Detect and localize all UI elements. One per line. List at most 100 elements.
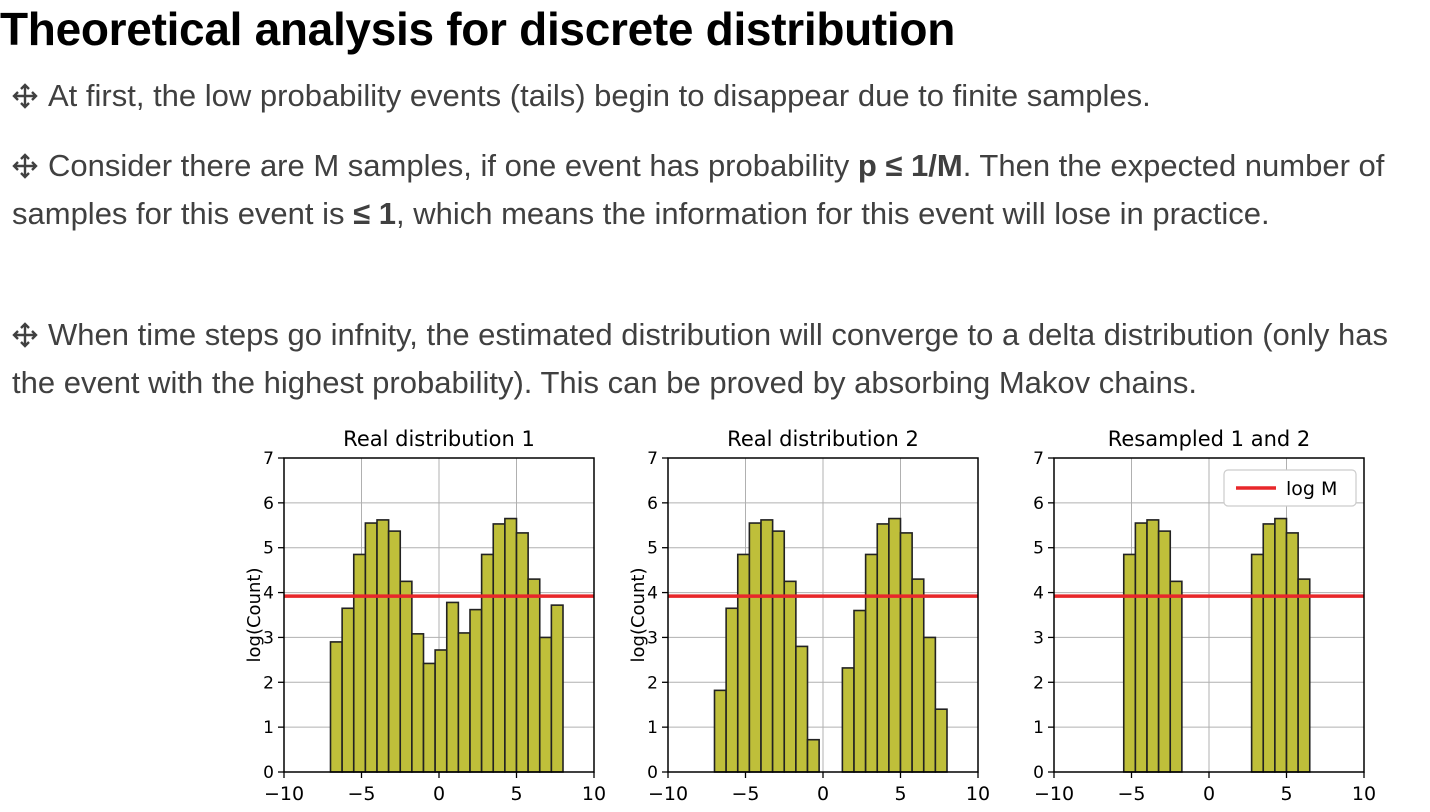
histogram-bar xyxy=(841,667,855,773)
legend: log M xyxy=(1223,469,1357,507)
histogram-bar xyxy=(1285,532,1299,773)
y-tick-label: 2 xyxy=(263,673,274,693)
y-tick-label: 7 xyxy=(1033,449,1044,469)
x-tick-label: −10 xyxy=(648,783,688,805)
bullet-3-text: When time steps go infnity, the estimate… xyxy=(12,317,1388,400)
bullet-2: Consider there are M samples, if one eve… xyxy=(12,142,1412,238)
bullet-2-bold-a: p ≤ 1/M xyxy=(857,148,963,183)
x-tick-label: 10 xyxy=(966,783,990,805)
histogram-bar xyxy=(899,532,913,773)
y-tick-label: 6 xyxy=(1033,494,1044,514)
histogram-bar xyxy=(387,530,402,773)
histogram-chart-real-1: Real distribution 1 −10 −5 0 5 10 0 1 2 3 4 5 6 7 log(… xyxy=(244,427,606,805)
y-tick-label: 3 xyxy=(647,628,658,648)
histogram-bar xyxy=(480,553,495,773)
slide-title: Theoretical analysis for discrete distri… xyxy=(0,3,956,55)
y-tick-label: 4 xyxy=(647,584,658,604)
bullet-1: At first, the low probability events (ta… xyxy=(12,72,1412,120)
x-tick-label: 0 xyxy=(1203,783,1215,805)
histogram-bar xyxy=(1122,553,1137,773)
histogram-bar xyxy=(864,553,879,773)
x-tick-label: −10 xyxy=(1034,783,1074,805)
y-tick-label: 2 xyxy=(647,673,658,693)
x-tick-label: 10 xyxy=(582,783,606,805)
y-tick-label: 1 xyxy=(1033,718,1044,738)
bullet-cross-icon xyxy=(12,83,38,109)
histogram-bar xyxy=(457,632,471,773)
y-tick-label: 5 xyxy=(1033,539,1044,559)
histogram-bar xyxy=(748,522,762,773)
histogram-bar xyxy=(853,609,867,773)
histogram-bar xyxy=(399,580,413,773)
histogram-bar xyxy=(1146,519,1160,773)
y-tick-label: 3 xyxy=(1033,628,1044,648)
histogram-bar xyxy=(713,689,727,773)
x-tick-label: −5 xyxy=(1117,783,1145,805)
y-tick-label: 0 xyxy=(263,763,274,783)
histogram-bar xyxy=(434,649,448,773)
histogram-bar xyxy=(888,517,902,773)
histogram-bar xyxy=(795,645,809,773)
histogram-bar xyxy=(771,530,786,773)
y-tick-label: 1 xyxy=(263,718,274,738)
histogram-bar xyxy=(422,662,436,773)
histogram-bar xyxy=(1274,517,1288,773)
histogram-bar xyxy=(760,519,774,773)
x-tick-label: 0 xyxy=(433,783,445,805)
y-tick-label: 1 xyxy=(647,718,658,738)
y-tick-label: 0 xyxy=(647,763,658,783)
histogram-bar xyxy=(1297,578,1311,773)
histogram-bar xyxy=(376,519,390,773)
histogram-bar xyxy=(515,532,529,773)
bullet-2-text-b: . Then the expected number of samples fo… xyxy=(12,148,1385,231)
histogram-chart-real-2: Real distribution 2 −10 −5 0 5 10 0 1 2 3 4 5 6 7 log(… xyxy=(628,427,990,805)
histogram-bar xyxy=(725,607,739,773)
y-tick-label: 7 xyxy=(263,449,274,469)
y-tick-label: 6 xyxy=(263,494,274,514)
histogram-bar xyxy=(445,601,460,773)
legend-box xyxy=(1223,469,1357,507)
histogram-bar xyxy=(783,580,797,773)
y-axis-label: log(Count) xyxy=(628,568,649,663)
histogram-bar xyxy=(527,578,541,773)
x-tick-label: −5 xyxy=(731,783,759,805)
histogram-chart-resampled: Resampled 1 and 2 −10 −5 0 5 10 0 1 2 3 4 5 6 7 log M xyxy=(1033,427,1376,805)
histogram-bar xyxy=(538,636,553,773)
x-tick-label: 5 xyxy=(894,783,906,805)
histogram-bar xyxy=(492,523,506,773)
histogram-bar xyxy=(329,641,343,773)
histogram-bar xyxy=(1262,523,1276,773)
histogram-bar xyxy=(364,522,378,773)
y-tick-label: 4 xyxy=(263,584,274,604)
histogram-bar xyxy=(469,608,483,773)
chart-title: Real distribution 2 xyxy=(727,427,919,451)
chart-title: Real distribution 1 xyxy=(343,427,535,451)
x-tick-label: −5 xyxy=(347,783,375,805)
bullet-3: When time steps go infnity, the estimate… xyxy=(12,311,1430,407)
histogram-bar xyxy=(934,708,948,773)
histogram-bar xyxy=(806,738,820,773)
bullet-1-text: At first, the low probability events (ta… xyxy=(48,78,1151,113)
histogram-bar xyxy=(1134,522,1148,773)
bullet-2-bold-b: ≤ 1 xyxy=(353,196,397,231)
histogram-bar xyxy=(1250,553,1265,773)
y-tick-label: 6 xyxy=(647,494,658,514)
histogram-bar xyxy=(550,604,564,773)
y-tick-label: 4 xyxy=(1033,584,1044,604)
y-tick-label: 5 xyxy=(647,539,658,559)
bullet-2-text-a: Consider there are M samples, if one eve… xyxy=(48,148,858,183)
bullet-cross-icon xyxy=(12,153,38,179)
x-tick-label: 10 xyxy=(1352,783,1376,805)
histogram-bar xyxy=(504,517,518,773)
x-tick-label: 5 xyxy=(510,783,522,805)
histogram-bar xyxy=(1169,580,1183,773)
histogram-bar xyxy=(1157,530,1172,773)
bullet-cross-icon xyxy=(12,322,38,348)
x-tick-label: 5 xyxy=(1280,783,1292,805)
histogram-bar xyxy=(411,633,425,773)
histogram-bar xyxy=(736,553,751,773)
bullet-2-text-c: , which means the information for this e… xyxy=(396,196,1270,231)
y-tick-label: 0 xyxy=(1033,763,1044,783)
y-tick-label: 7 xyxy=(647,449,658,469)
histogram-bar xyxy=(876,523,890,773)
